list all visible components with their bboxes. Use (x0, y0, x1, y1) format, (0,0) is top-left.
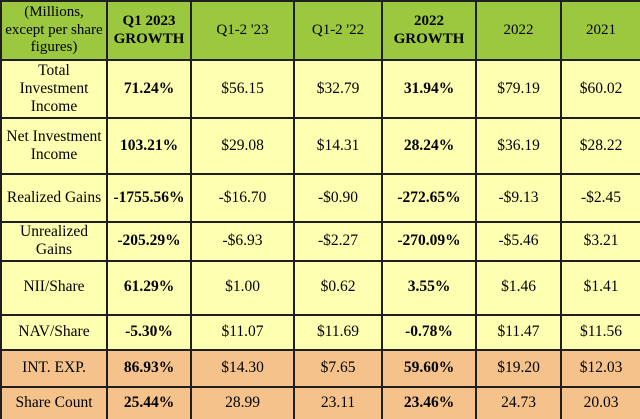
row-label: Net Investment Income (0, 117, 108, 175)
table-cell: $28.22 (560, 117, 640, 175)
table-cell: -0.78% (381, 313, 477, 351)
table-row-net-investment-income: Net Investment Income 103.21% $29.08 $14… (0, 117, 640, 175)
table-cell: 61.29% (106, 259, 192, 316)
table-cell: $1.00 (190, 259, 295, 316)
column-header-q1-2-23: Q1-2 '23 (190, 0, 295, 61)
table-cell: $32.79 (293, 59, 383, 119)
table-row-int-exp: INT. EXP. 86.93% $14.30 $7.65 59.60% $19… (0, 348, 640, 388)
table-cell: $12.03 (560, 348, 640, 388)
table-cell: -$5.46 (475, 221, 562, 262)
table-cell: -$6.93 (190, 221, 295, 262)
table-cell: 24.73 (475, 385, 562, 419)
table-cell: $3.21 (560, 221, 640, 262)
table-cell: 25.44% (106, 385, 192, 419)
table-cell: $56.15 (190, 59, 295, 119)
table-cell: $36.19 (475, 117, 562, 175)
column-header-2022: 2022 (475, 0, 562, 61)
table-cell: 103.21% (106, 117, 192, 175)
table-cell: $29.08 (190, 117, 295, 175)
table-row-nii-share: NII/Share 61.29% $1.00 $0.62 3.55% $1.46… (0, 259, 640, 316)
table-cell: $11.69 (293, 313, 383, 351)
table-cell: $11.47 (475, 313, 562, 351)
table-cell: $19.20 (475, 348, 562, 388)
table-cell: $1.46 (475, 259, 562, 316)
table-row-share-count: Share Count 25.44% 28.99 23.11 23.46% 24… (0, 385, 640, 419)
table-cell: 31.94% (381, 59, 477, 119)
table-cell: 23.11 (293, 385, 383, 419)
row-label: Unrealized Gains (0, 221, 108, 262)
row-label: NAV/Share (0, 313, 108, 351)
table-cell: $11.07 (190, 313, 295, 351)
table-cell: $14.30 (190, 348, 295, 388)
table-cell: 86.93% (106, 348, 192, 388)
column-header-2022-growth: 2022 GROWTH (381, 0, 477, 61)
table-cell: -5.30% (106, 313, 192, 351)
table-cell: 28.99 (190, 385, 295, 419)
table-cell: $7.65 (293, 348, 383, 388)
table-cell: -1755.56% (106, 173, 192, 223)
table-cell: -$2.45 (560, 173, 640, 223)
table-cell: $0.62 (293, 259, 383, 316)
table-row-total-investment-income: Total Investment Income 71.24% $56.15 $3… (0, 59, 640, 119)
table-row-realized-gains: Realized Gains -1755.56% -$16.70 -$0.90 … (0, 173, 640, 223)
table-cell: $60.02 (560, 59, 640, 119)
table-cell: -270.09% (381, 221, 477, 262)
column-header-units-note: (Millions, except per share figures) (0, 0, 108, 61)
table-cell: $11.56 (560, 313, 640, 351)
column-header-q1-2-22: Q1-2 '22 (293, 0, 383, 61)
table-cell: 3.55% (381, 259, 477, 316)
table-cell: 59.60% (381, 348, 477, 388)
table-row-unrealized-gains: Unrealized Gains -205.29% -$6.93 -$2.27 … (0, 221, 640, 262)
table-row-nav-share: NAV/Share -5.30% $11.07 $11.69 -0.78% $1… (0, 313, 640, 351)
row-label: INT. EXP. (0, 348, 108, 388)
table-cell: $79.19 (475, 59, 562, 119)
table-cell: 28.24% (381, 117, 477, 175)
table-cell: -205.29% (106, 221, 192, 262)
table-cell: $14.31 (293, 117, 383, 175)
row-label: Total Investment Income (0, 59, 108, 119)
table-cell: -$2.27 (293, 221, 383, 262)
column-header-2021: 2021 (560, 0, 640, 61)
column-header-q1-2023-growth: Q1 2023 GROWTH (106, 0, 192, 61)
table-cell: -$9.13 (475, 173, 562, 223)
row-label: Share Count (0, 385, 108, 419)
table-cell: 23.46% (381, 385, 477, 419)
table-cell: $1.41 (560, 259, 640, 316)
table-cell: -272.65% (381, 173, 477, 223)
table-cell: 71.24% (106, 59, 192, 119)
table-cell: -$16.70 (190, 173, 295, 223)
row-label: NII/Share (0, 259, 108, 316)
header-row: (Millions, except per share figures) Q1 … (0, 0, 640, 61)
table-cell: -$0.90 (293, 173, 383, 223)
table-cell: 20.03 (560, 385, 640, 419)
row-label: Realized Gains (0, 173, 108, 223)
